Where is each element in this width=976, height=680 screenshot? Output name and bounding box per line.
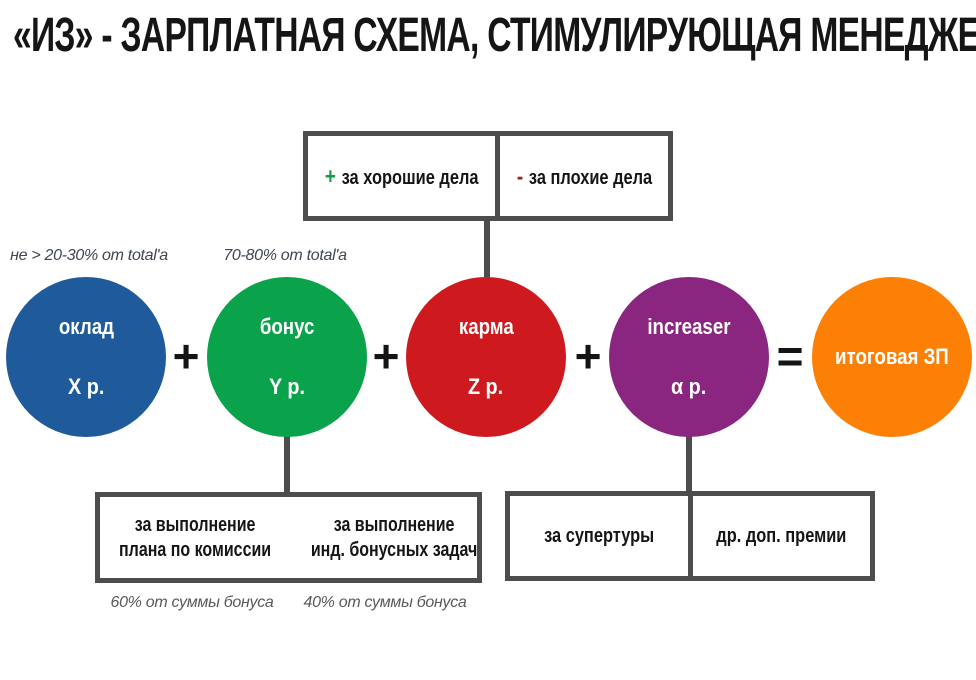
increaser-cell-other: др. доп. премии: [693, 496, 871, 576]
bonus-cell-commission: за выполнение плана по комиссии: [100, 497, 290, 578]
karma-negative-text: - за плохие дела: [517, 163, 652, 190]
equals-operator: =: [776, 330, 804, 382]
plus-operator-1: +: [172, 330, 200, 382]
increaser-cell-supertours: за супертуры: [510, 496, 688, 576]
page-title: «ИЗ» - ЗАРПЛАТНАЯ СХЕМА, СТИМУЛИРУЮЩАЯ М…: [13, 9, 976, 62]
connector-increaser-box: [686, 433, 692, 494]
karma-box: + за хорошие дела - за плохие дела: [303, 131, 673, 221]
karma-positive-text: + за хорошие дела: [325, 163, 479, 190]
increaser-box: за супертуры др. доп. премии: [505, 491, 875, 581]
karma-negative-label: за плохие дела: [528, 166, 652, 189]
karma-positive-cell: + за хорошие дела: [308, 136, 495, 216]
circle-increaser-label: increaser: [647, 314, 731, 339]
increaser-cell-other-label: др. доп. премии: [716, 524, 847, 547]
circle-increaser-value: α р.: [671, 374, 707, 399]
increaser-box-divider: [687, 496, 693, 576]
annotation-bonus-split-left: 60% от суммы бонуса: [110, 594, 274, 611]
circle-increaser: increaser α р.: [609, 277, 769, 437]
karma-negative-cell: - за плохие дела: [500, 136, 668, 216]
circle-total: итоговая ЗП: [812, 277, 972, 437]
connector-bonus-box: [284, 433, 290, 495]
bonus-cell-commission-line2: плана по комиссии: [119, 538, 272, 561]
connector-karma-box: [484, 217, 490, 281]
plus-operator-2: +: [372, 330, 400, 382]
annotation-bonus-share: 70-80% от total'а: [223, 247, 347, 264]
circle-bonus-value: Y р.: [269, 374, 305, 399]
annotation-bonus-split-right: 40% от суммы бонуса: [303, 594, 467, 611]
minus-sign: -: [516, 162, 523, 189]
circle-karma-value: Z р.: [468, 374, 504, 399]
plus-operator-3: +: [574, 330, 602, 382]
annotation-oklad-share: не > 20-30% от total'а: [10, 247, 168, 264]
bonus-cell-commission-line1: за выполнение: [134, 514, 256, 537]
increaser-cell-supertours-label: за супертуры: [543, 524, 654, 547]
circle-oklad: оклад X р.: [6, 277, 166, 437]
karma-box-divider: [495, 136, 501, 216]
circle-karma-label: карма: [458, 314, 514, 339]
bonus-box: за выполнение плана по комиссии за выпол…: [95, 492, 482, 583]
circle-karma: карма Z р.: [406, 277, 566, 437]
bonus-cell-tasks-line1: за выполнение: [333, 514, 455, 537]
circle-bonus-label: бонус: [259, 314, 315, 339]
bonus-cell-tasks: за выполнение инд. бонусных задач: [290, 497, 498, 578]
bonus-cell-tasks-text: за выполнение инд. бонусных задач: [311, 513, 478, 562]
circle-total-label: итоговая ЗП: [835, 344, 949, 369]
plus-sign: +: [324, 162, 336, 189]
karma-positive-label: за хорошие дела: [341, 166, 479, 189]
bonus-cell-tasks-line2: инд. бонусных задач: [310, 538, 478, 561]
circle-oklad-value: X р.: [67, 374, 105, 399]
circle-bonus: бонус Y р.: [207, 277, 367, 437]
bonus-cell-commission-text: за выполнение плана по комиссии: [119, 513, 271, 562]
circle-oklad-label: оклад: [58, 314, 114, 339]
